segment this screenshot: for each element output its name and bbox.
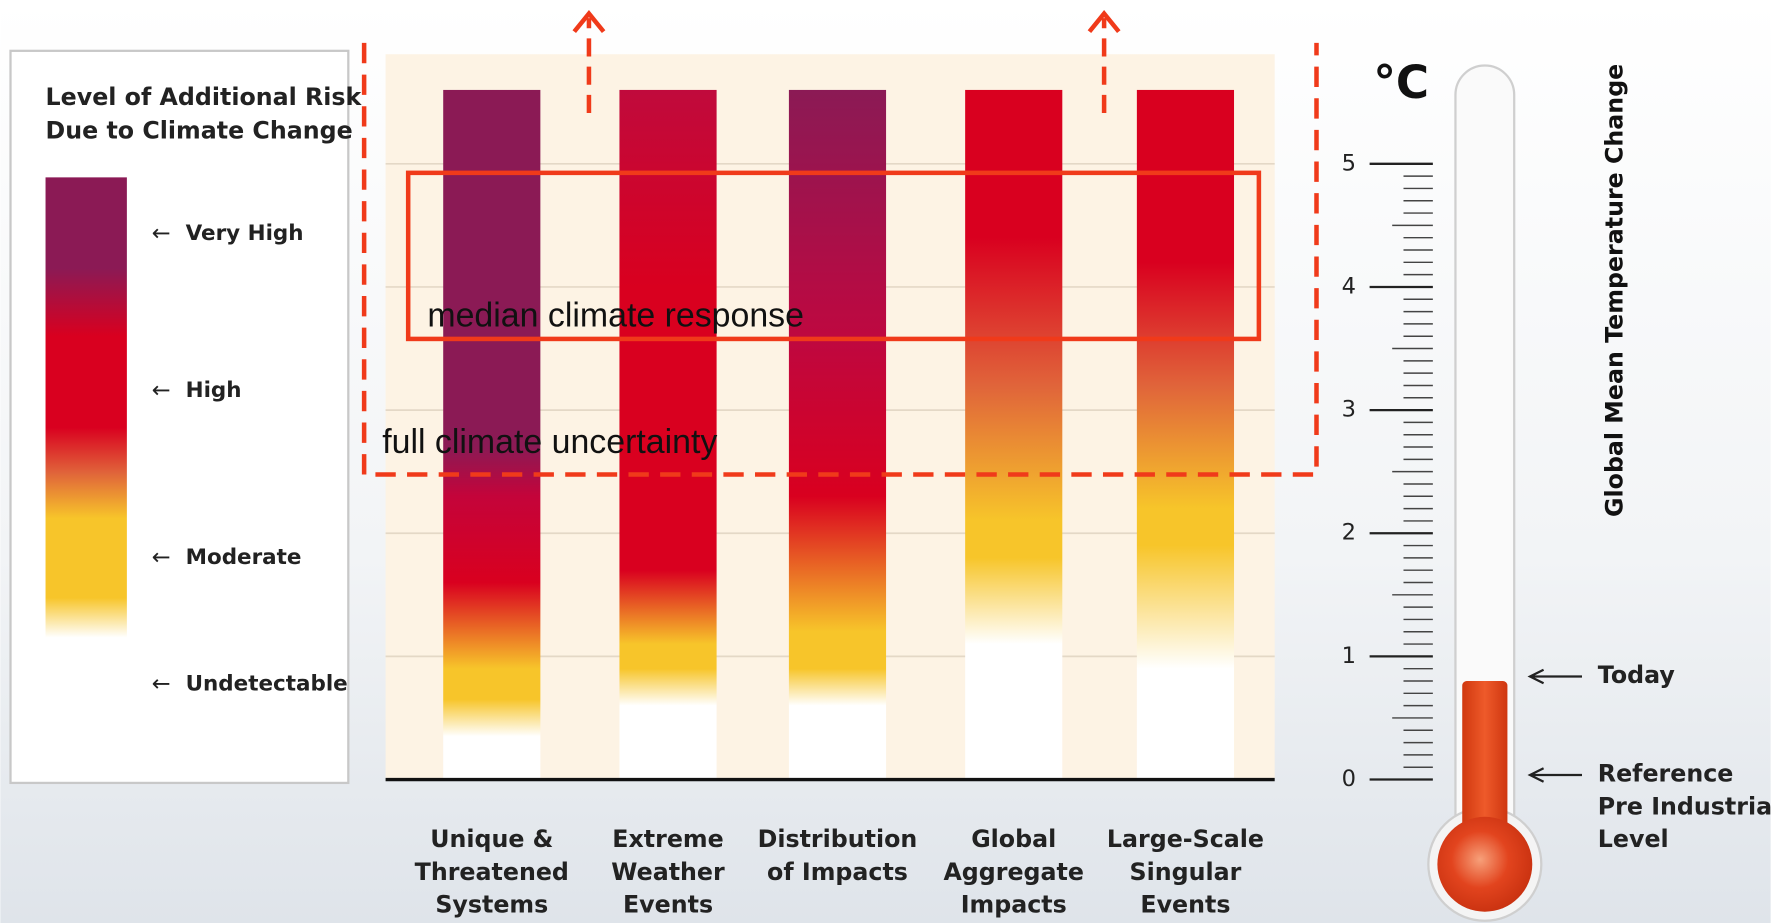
ember-bar [965, 89, 1063, 780]
y-tick-label: 1 [1342, 643, 1356, 669]
legend-title: Due to Climate Change [46, 117, 353, 145]
ember-bar [443, 89, 541, 780]
unit: °C [1373, 56, 1429, 109]
category-label: Systems [435, 891, 548, 919]
marker-label: Today [1598, 661, 1676, 689]
bulb [1437, 816, 1533, 912]
thermometer [1427, 64, 1543, 922]
category-label: of Impacts [767, 858, 908, 886]
legend-gradient [45, 177, 127, 746]
category-label: Large-Scale [1107, 825, 1264, 853]
ember-bar [788, 89, 887, 780]
y-tick-label: 5 [1342, 150, 1356, 176]
legend-title: Level of Additional Risk [46, 83, 363, 111]
legend-label: Very High [186, 221, 304, 246]
marker-label: Reference [1598, 760, 1734, 788]
category-label: Extreme [612, 825, 723, 853]
legend-arrow: ← [152, 671, 171, 697]
legend-label: High [186, 378, 242, 403]
y-tick-label: 2 [1342, 520, 1356, 546]
ember-bar [1136, 89, 1235, 780]
marker-arrow [1527, 767, 1582, 783]
marker-arrow [1527, 668, 1582, 685]
category-label: Aggregate [943, 858, 1084, 886]
ember-bar [619, 89, 717, 780]
marker-label: Pre Industrial [1598, 792, 1771, 820]
marker-label: Level [1598, 825, 1669, 853]
category-label: Events [1140, 891, 1230, 919]
uncertainty-box [361, 42, 1319, 477]
legend-label: Undetectable [186, 672, 348, 697]
category-label: Events [623, 891, 713, 919]
category-label: Threatened [415, 858, 569, 886]
category-label: Unique & [430, 825, 553, 853]
legend-arrow: ← [152, 545, 171, 571]
category-label: Weather [611, 858, 725, 886]
legend-arrow: ← [152, 377, 171, 403]
annotation: full climate uncertainty [382, 423, 717, 461]
y-tick-label: 4 [1342, 273, 1356, 299]
legend-label: Moderate [186, 545, 302, 570]
category-label: Distribution [758, 825, 918, 853]
category-label: Impacts [961, 891, 1067, 919]
category-label: Singular [1130, 858, 1242, 886]
arrow-head [572, 9, 606, 34]
legend-arrow: ← [152, 220, 171, 246]
arrow-head [1087, 9, 1121, 34]
mercury [1462, 681, 1508, 859]
annotation: median climate response [427, 296, 804, 334]
y-tick-label: 3 [1342, 397, 1356, 423]
axis-label: Global Mean Temperature Change [1600, 64, 1628, 517]
median-box [405, 170, 1262, 342]
y-tick-label: 0 [1342, 766, 1356, 792]
category-label: Global [971, 825, 1056, 853]
